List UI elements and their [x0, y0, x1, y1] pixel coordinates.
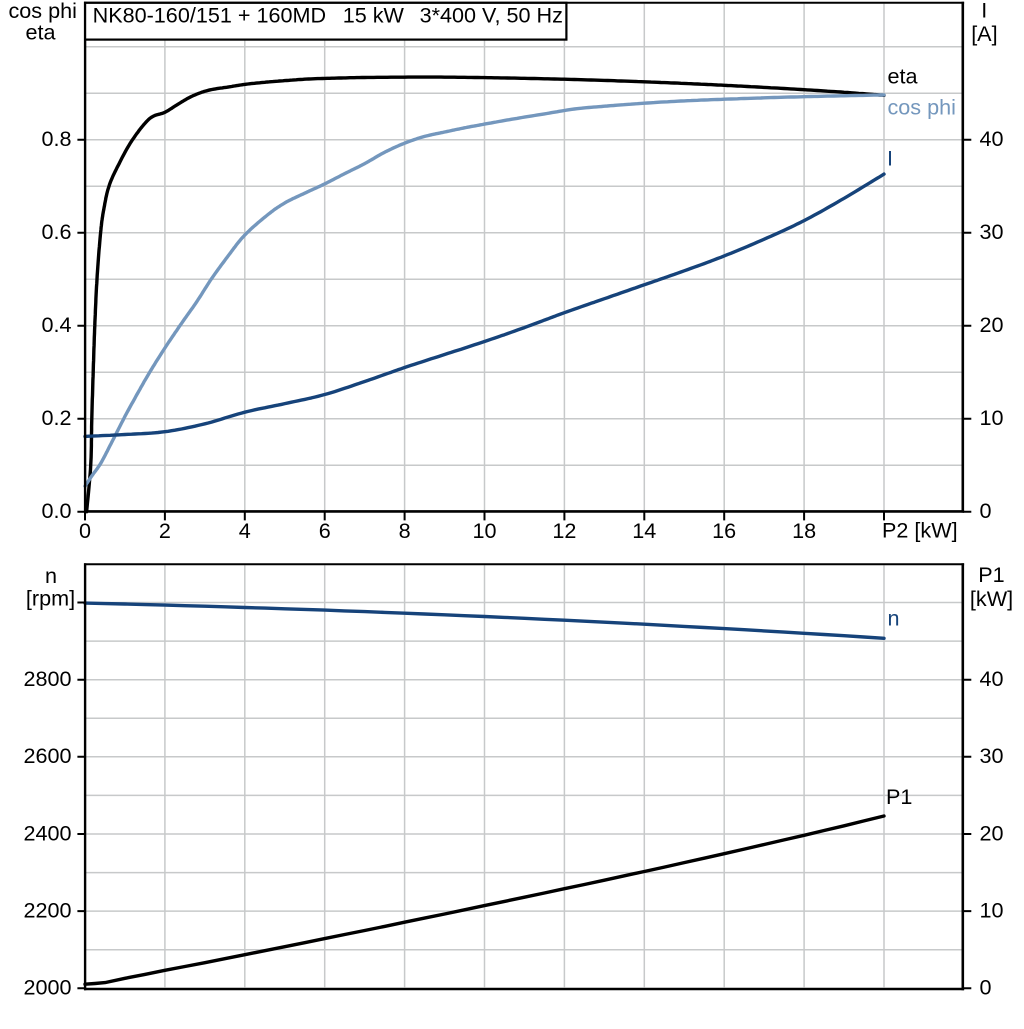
svg-text:30: 30: [980, 219, 1004, 244]
svg-text:0.4: 0.4: [41, 312, 71, 337]
svg-text:0.6: 0.6: [41, 219, 71, 244]
svg-text:2600: 2600: [23, 743, 71, 768]
svg-text:2800: 2800: [23, 666, 71, 691]
svg-text:4: 4: [239, 518, 251, 543]
svg-text:I: I: [887, 146, 893, 171]
svg-text:2000: 2000: [23, 975, 71, 1000]
svg-text:P2 [kW]: P2 [kW]: [882, 518, 958, 543]
svg-text:10: 10: [980, 405, 1004, 430]
svg-text:0.8: 0.8: [41, 126, 71, 151]
svg-text:0: 0: [980, 975, 992, 1000]
svg-text:10: 10: [472, 518, 496, 543]
svg-text:0.0: 0.0: [41, 498, 71, 523]
svg-text:[A]: [A]: [971, 21, 997, 46]
svg-text:40: 40: [980, 666, 1004, 691]
svg-text:30: 30: [980, 743, 1004, 768]
svg-text:18: 18: [792, 518, 816, 543]
svg-text:6: 6: [319, 518, 331, 543]
svg-text:8: 8: [399, 518, 411, 543]
svg-text:15 kW: 15 kW: [343, 2, 405, 27]
svg-text:[rpm]: [rpm]: [26, 585, 75, 610]
svg-text:cos phi: cos phi: [888, 95, 956, 120]
svg-text:0.2: 0.2: [41, 405, 71, 430]
svg-text:0: 0: [980, 498, 992, 523]
svg-text:14: 14: [632, 518, 656, 543]
svg-text:n: n: [888, 606, 900, 631]
svg-text:20: 20: [980, 312, 1004, 337]
svg-text:20: 20: [980, 820, 1004, 845]
svg-text:2: 2: [159, 518, 171, 543]
svg-text:I: I: [981, 0, 987, 23]
svg-text:16: 16: [712, 518, 736, 543]
svg-text:2400: 2400: [23, 820, 71, 845]
svg-text:0: 0: [79, 518, 91, 543]
svg-text:[kW]: [kW]: [970, 586, 1013, 611]
svg-text:eta: eta: [888, 64, 919, 89]
svg-text:NK80-160/151 + 160MD: NK80-160/151 + 160MD: [93, 2, 326, 27]
svg-text:40: 40: [980, 126, 1004, 151]
svg-text:n: n: [45, 563, 57, 588]
svg-text:2200: 2200: [23, 898, 71, 923]
svg-text:eta: eta: [25, 19, 56, 44]
svg-text:P1: P1: [978, 562, 1004, 587]
svg-text:P1: P1: [886, 784, 912, 809]
svg-text:3*400 V, 50 Hz: 3*400 V, 50 Hz: [420, 2, 563, 27]
svg-text:10: 10: [980, 898, 1004, 923]
svg-text:12: 12: [552, 518, 576, 543]
svg-text:cos phi: cos phi: [8, 0, 76, 23]
